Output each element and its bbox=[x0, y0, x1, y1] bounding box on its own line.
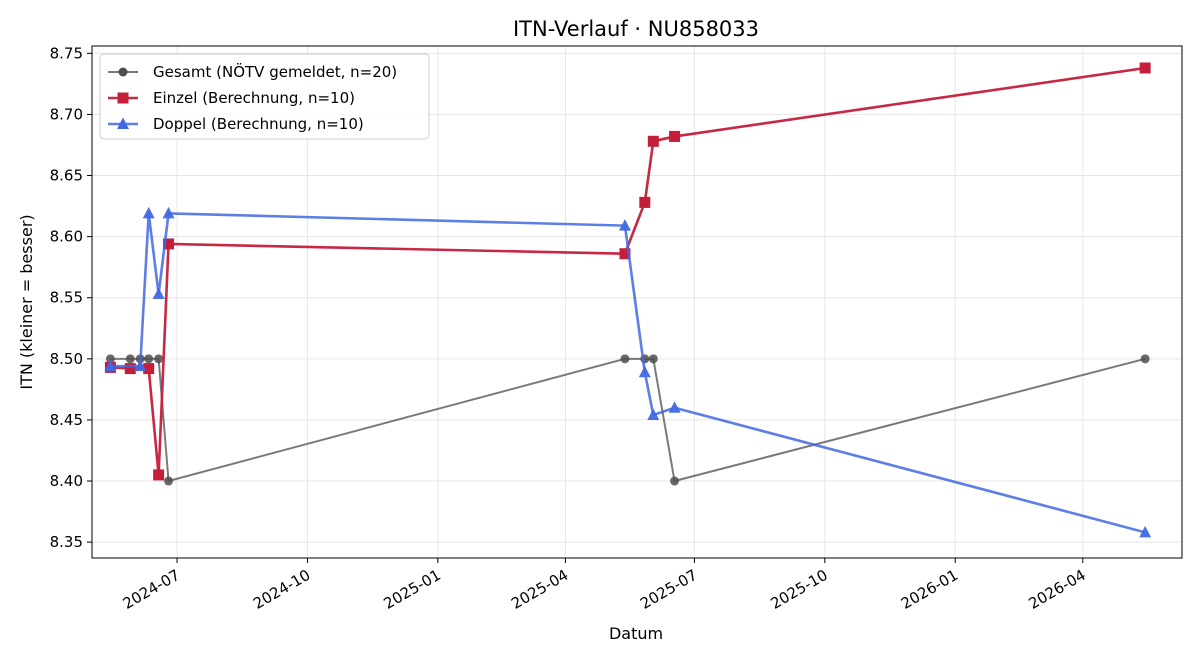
x-tick-label: 2026-01 bbox=[898, 566, 961, 613]
plot-series bbox=[104, 62, 1152, 538]
plot-frame bbox=[91, 45, 1183, 559]
x-tick-label: 2024-07 bbox=[120, 566, 183, 613]
data-point bbox=[144, 354, 154, 364]
y-tick-label: 8.60 bbox=[50, 228, 83, 246]
y-axis-label: ITN (kleiner = besser) bbox=[17, 214, 36, 389]
y-tick-label: 8.35 bbox=[50, 533, 83, 551]
data-point bbox=[153, 469, 165, 481]
data-point bbox=[142, 206, 155, 219]
data-point bbox=[162, 206, 175, 219]
y-tick-label: 8.65 bbox=[50, 167, 83, 185]
data-point bbox=[639, 196, 651, 208]
data-point bbox=[124, 363, 136, 375]
y-axis: 8.35 8.40 8.45 8.50 8.55 8.60 8.65 8.70 8.75 bbox=[50, 44, 92, 551]
series-line bbox=[110, 212, 1146, 534]
legend-label: Doppel (Berechnung, n=10) bbox=[153, 115, 364, 133]
data-point bbox=[1139, 62, 1151, 74]
y-tick-label: 8.75 bbox=[50, 44, 83, 62]
data-point bbox=[648, 354, 658, 364]
data-point bbox=[104, 359, 117, 372]
x-tick-label: 2025-10 bbox=[768, 566, 831, 613]
data-point bbox=[117, 92, 129, 104]
data-point bbox=[638, 365, 651, 378]
data-point bbox=[164, 476, 174, 486]
data-point bbox=[125, 354, 135, 364]
legend-label: Einzel (Berechnung, n=10) bbox=[153, 89, 355, 107]
data-point bbox=[152, 287, 165, 300]
x-tick-label: 2025-04 bbox=[508, 566, 571, 613]
x-tick-label: 2024-10 bbox=[250, 566, 313, 613]
data-point bbox=[668, 401, 681, 413]
data-point bbox=[117, 117, 129, 129]
data-point bbox=[647, 408, 660, 421]
data-point bbox=[154, 354, 164, 364]
x-tick-label: 2025-01 bbox=[381, 566, 444, 613]
data-point bbox=[647, 135, 659, 147]
legend-label: Gesamt (NÖTV gemeldet, n=20) bbox=[153, 62, 397, 81]
y-tick-label: 8.50 bbox=[50, 350, 83, 368]
data-point bbox=[1139, 525, 1152, 538]
y-tick-label: 8.45 bbox=[50, 411, 83, 429]
data-point bbox=[670, 476, 680, 486]
data-point bbox=[118, 67, 128, 77]
chart-title: ITN-Verlauf · NU858033 bbox=[513, 17, 759, 41]
data-point bbox=[163, 238, 175, 250]
x-tick-label: 2026-04 bbox=[1025, 566, 1088, 613]
x-axis: 2024-07 2024-10 2025-01 2025-04 2025-07 2025-… bbox=[120, 558, 1089, 613]
data-point bbox=[618, 219, 631, 231]
data-point bbox=[143, 363, 155, 375]
legend-box bbox=[99, 53, 430, 140]
data-point bbox=[134, 359, 147, 372]
series-triangle bbox=[104, 206, 1152, 538]
data-point bbox=[619, 248, 631, 260]
data-point bbox=[669, 130, 681, 142]
y-tick-label: 8.70 bbox=[50, 105, 83, 123]
data-point bbox=[105, 354, 115, 364]
x-tick-label: 2025-07 bbox=[637, 566, 700, 613]
data-point bbox=[1140, 354, 1150, 364]
legend: Gesamt (NÖTV gemeldet, n=20) Einzel (Bere… bbox=[99, 53, 430, 140]
y-tick-label: 8.55 bbox=[50, 289, 83, 307]
y-tick-label: 8.40 bbox=[50, 472, 83, 490]
data-point bbox=[620, 354, 630, 364]
x-axis-label: Datum bbox=[609, 624, 663, 643]
